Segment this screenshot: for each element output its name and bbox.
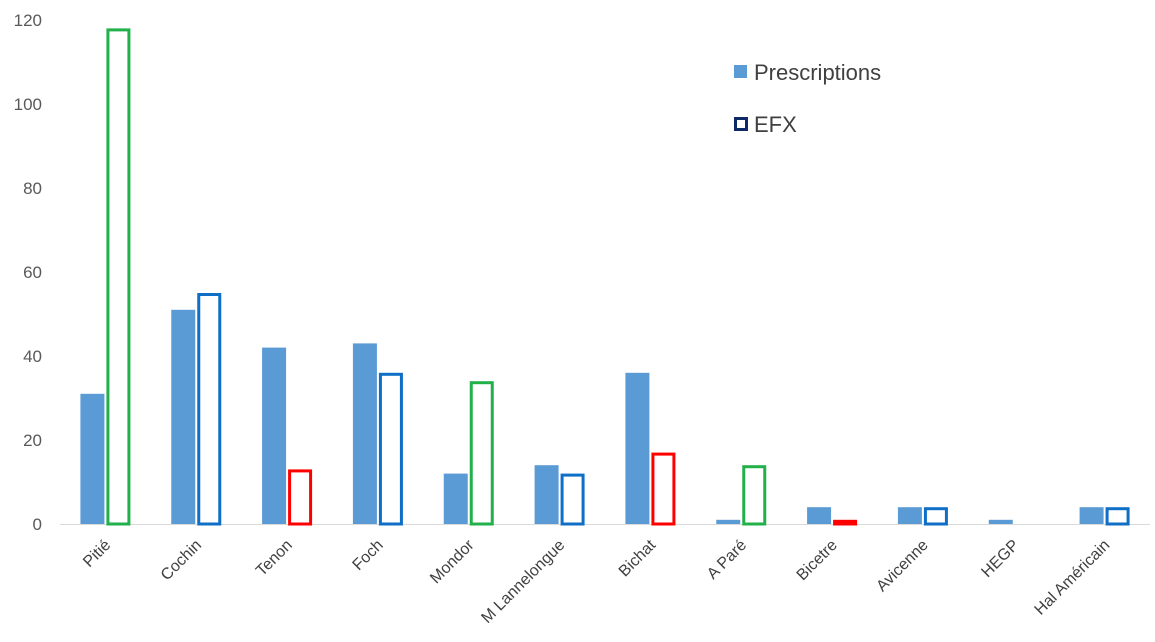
legend-label-efx: EFX bbox=[754, 112, 797, 137]
legend-label-prescriptions: Prescriptions bbox=[754, 60, 881, 85]
bar-prescriptions bbox=[262, 347, 287, 524]
bar-efx bbox=[197, 293, 222, 526]
bar-prescriptions bbox=[716, 519, 741, 524]
x-tick-label: A Paré bbox=[704, 537, 750, 583]
bar-efx bbox=[378, 372, 403, 526]
y-axis-ticks: 0 20 40 60 80 100 120 bbox=[14, 11, 42, 534]
legend-swatch-efx bbox=[734, 117, 748, 131]
x-tick-label: Bicetre bbox=[794, 537, 841, 584]
y-tick-label: 100 bbox=[14, 95, 42, 114]
x-tick-label: Tenon bbox=[253, 537, 296, 580]
bars bbox=[80, 28, 1130, 526]
x-tick-label: Mondor bbox=[427, 536, 478, 587]
x-tick-label: Cochin bbox=[158, 537, 205, 584]
x-tick-label: Foch bbox=[350, 537, 387, 574]
x-tick-label: Bichat bbox=[616, 536, 660, 580]
bar-prescriptions bbox=[1079, 507, 1104, 524]
x-axis-labels: Pitié Cochin Tenon Foch Mondor M Lannelongue B… bbox=[80, 536, 1113, 626]
bar-efx bbox=[288, 469, 313, 526]
bar-efx bbox=[923, 507, 948, 526]
x-tick-label: Hal Américain bbox=[1032, 537, 1114, 619]
y-tick-label: 120 bbox=[14, 11, 42, 30]
y-tick-label: 0 bbox=[33, 515, 42, 534]
x-tick-label: HEGP bbox=[978, 537, 1022, 581]
y-tick-label: 60 bbox=[23, 263, 42, 282]
bar-prescriptions bbox=[988, 519, 1013, 524]
bar-efx bbox=[742, 465, 767, 526]
legend-swatch-prescriptions bbox=[734, 65, 747, 78]
bar-prescriptions bbox=[80, 393, 105, 524]
bar-prescriptions bbox=[625, 372, 650, 524]
bar-prescriptions bbox=[443, 473, 468, 524]
bar-prescriptions bbox=[897, 507, 922, 524]
x-tick-label: M Lannelongue bbox=[478, 537, 568, 627]
bar-efx bbox=[560, 473, 585, 526]
bar-efx bbox=[106, 28, 131, 526]
x-tick-label: Pitié bbox=[80, 537, 114, 571]
y-tick-label: 40 bbox=[23, 347, 42, 366]
bar-prescriptions bbox=[534, 465, 559, 524]
bar-prescriptions bbox=[171, 309, 196, 524]
bar-prescriptions bbox=[807, 507, 832, 524]
bar-efx bbox=[833, 519, 858, 526]
legend: Prescriptions EFX bbox=[734, 60, 881, 137]
x-tick-label: Avicenne bbox=[873, 537, 931, 595]
bar-efx bbox=[1105, 507, 1130, 526]
y-tick-label: 80 bbox=[23, 179, 42, 198]
y-tick-label: 20 bbox=[23, 431, 42, 450]
bar-prescriptions bbox=[352, 343, 377, 524]
bar-efx bbox=[469, 381, 494, 526]
bar-efx bbox=[651, 452, 676, 526]
